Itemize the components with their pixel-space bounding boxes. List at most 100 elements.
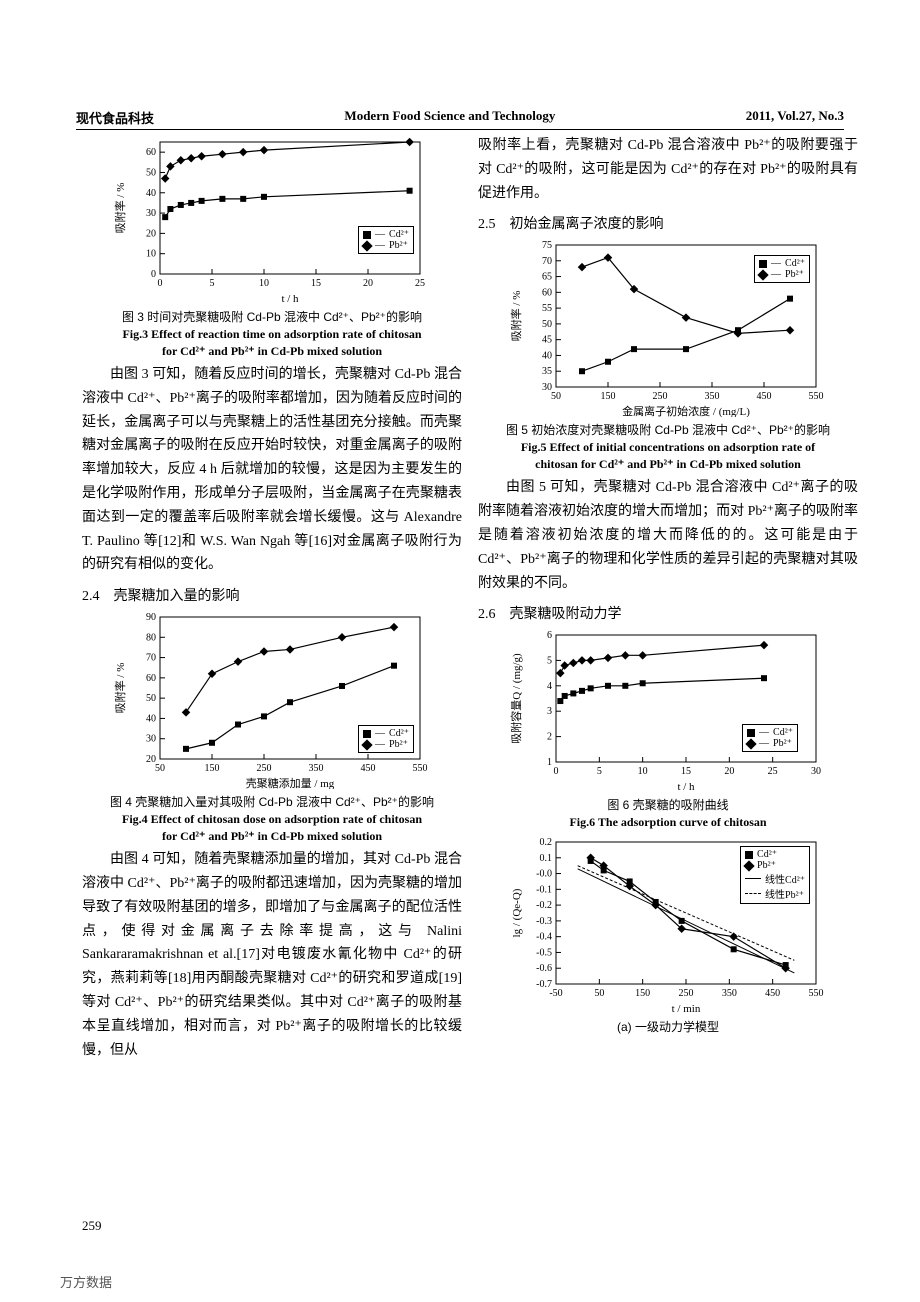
svg-text:250: 250 xyxy=(257,763,272,774)
sec-2-4: 2.4 壳聚糖加入量的影响 xyxy=(82,585,462,605)
svg-text:40: 40 xyxy=(146,188,156,199)
svg-text:-0.4: -0.4 xyxy=(536,932,552,943)
svg-text:450: 450 xyxy=(361,763,376,774)
svg-text:80: 80 xyxy=(146,632,156,643)
svg-text:t / h: t / h xyxy=(677,781,695,792)
svg-text:550: 550 xyxy=(809,391,824,402)
svg-text:30: 30 xyxy=(542,382,552,393)
svg-text:50: 50 xyxy=(146,167,156,178)
svg-text:60: 60 xyxy=(146,673,156,684)
svg-text:40: 40 xyxy=(542,351,552,362)
svg-text:t / min: t / min xyxy=(672,1003,701,1014)
svg-text:55: 55 xyxy=(542,304,552,315)
svg-text:90: 90 xyxy=(146,612,156,623)
svg-text:5: 5 xyxy=(597,766,602,777)
fig3-caption-cn: 图 3 时间对壳聚糖吸附 Cd-Pb 混液中 Cd²⁺、Pb²⁺的影响 xyxy=(82,308,462,325)
svg-text:250: 250 xyxy=(679,988,694,999)
page-number: 259 xyxy=(82,1218,102,1234)
fig6-chart: 051015202530123456t / h吸附容量Q / (mg/g)—Cd… xyxy=(508,627,828,792)
para-fig4: 由图 4 可知，随着壳聚糖添加量的增加，其对 Cd-Pb 混合溶液中 Cd²⁺、… xyxy=(82,848,462,1062)
para-fig3: 由图 3 可知，随着反应时间的增长，壳聚糖对 Cd-Pb 混合溶液中 Cd²⁺、… xyxy=(82,363,462,577)
svg-text:-0.6: -0.6 xyxy=(536,964,552,975)
svg-text:吸附率 / %: 吸附率 / % xyxy=(113,183,127,234)
svg-text:6: 6 xyxy=(547,630,552,641)
svg-text:20: 20 xyxy=(146,228,156,239)
fig3-caption-en1: Fig.3 Effect of reaction time on adsorpt… xyxy=(82,327,462,342)
svg-text:10: 10 xyxy=(146,249,156,260)
journal-cn: 现代食品科技 xyxy=(76,108,154,127)
fig4-caption-cn: 图 4 壳聚糖加入量对其吸附 Cd-Pb 混液中 Cd²⁺、Pb²⁺的影响 xyxy=(82,793,462,810)
svg-text:1: 1 xyxy=(547,757,552,768)
svg-text:30: 30 xyxy=(811,766,821,777)
svg-text:50: 50 xyxy=(146,693,156,704)
svg-text:5: 5 xyxy=(547,656,552,667)
svg-text:30: 30 xyxy=(146,208,156,219)
fig4-chart: 501502503504505502030405060708090壳聚糖添加量 … xyxy=(112,609,432,789)
svg-text:-0.1: -0.1 xyxy=(536,885,552,896)
sec-2-6: 2.6 壳聚糖吸附动力学 xyxy=(478,603,858,623)
svg-text:-0.0: -0.0 xyxy=(536,869,552,880)
fig5-chart: 5015025035045055030354045505560657075金属离… xyxy=(508,237,828,417)
svg-text:70: 70 xyxy=(542,256,552,267)
svg-text:150: 150 xyxy=(601,391,616,402)
svg-text:t / h: t / h xyxy=(281,293,299,304)
sec-2-5: 2.5 初始金属离子浓度的影响 xyxy=(478,213,858,233)
fig6-caption-en: Fig.6 The adsorption curve of chitosan xyxy=(478,815,858,830)
fig3-caption-en2: for Cd²⁺ and Pb²⁺ in Cd-Pb mixed solutio… xyxy=(82,344,462,359)
svg-text:吸附率 / %: 吸附率 / % xyxy=(113,663,127,714)
svg-text:60: 60 xyxy=(542,288,552,299)
svg-text:45: 45 xyxy=(542,335,552,346)
svg-text:15: 15 xyxy=(681,766,691,777)
legend: —Cd²⁺—Pb²⁺ xyxy=(358,226,414,254)
svg-text:-0.7: -0.7 xyxy=(536,979,552,990)
svg-text:0: 0 xyxy=(554,766,559,777)
svg-text:450: 450 xyxy=(757,391,772,402)
svg-text:吸附容量Q / (mg/g): 吸附容量Q / (mg/g) xyxy=(509,653,523,744)
svg-text:0.1: 0.1 xyxy=(540,853,553,864)
para-fig5: 由图 5 可知，壳聚糖对 Cd-Pb 混合溶液中 Cd²⁺离子的吸附率随着溶液初… xyxy=(478,476,858,595)
legend: —Cd²⁺—Pb²⁺ xyxy=(742,724,798,752)
svg-text:-0.5: -0.5 xyxy=(536,948,552,959)
svg-text:60: 60 xyxy=(146,147,156,158)
svg-text:-0.3: -0.3 xyxy=(536,916,552,927)
svg-text:40: 40 xyxy=(146,714,156,725)
svg-text:壳聚糖添加量 / mg: 壳聚糖添加量 / mg xyxy=(246,776,335,789)
svg-text:0: 0 xyxy=(158,278,163,289)
database-mark: 万方数据 xyxy=(60,1272,112,1291)
left-column: 05101520250102030405060t / h吸附率 / %—Cd²⁺… xyxy=(82,130,462,1066)
svg-text:-0.2: -0.2 xyxy=(536,900,552,911)
svg-text:10: 10 xyxy=(638,766,648,777)
fig4-caption-en1: Fig.4 Effect of chitosan dose on adsorpt… xyxy=(82,812,462,827)
fig5-caption-cn: 图 5 初始浓度对壳聚糖吸附 Cd-Pb 混液中 Cd²⁺、Pb²⁺的影响 xyxy=(478,421,858,438)
issue: 2011, Vol.27, No.3 xyxy=(746,108,844,127)
right-column: 吸附率上看，壳聚糖对 Cd-Pb 混合溶液中 Pb²⁺的吸附要强于对 Cd²⁺的… xyxy=(478,130,858,1035)
svg-text:35: 35 xyxy=(542,367,552,378)
svg-text:450: 450 xyxy=(765,988,780,999)
svg-text:25: 25 xyxy=(415,278,425,289)
legend: —Cd²⁺—Pb²⁺ xyxy=(358,725,414,753)
svg-text:50: 50 xyxy=(594,988,604,999)
para-top-right: 吸附率上看，壳聚糖对 Cd-Pb 混合溶液中 Pb²⁺的吸附要强于对 Cd²⁺的… xyxy=(478,134,858,205)
svg-text:20: 20 xyxy=(724,766,734,777)
fig5-caption-en2: chitosan for Cd²⁺ and Pb²⁺ in Cd-Pb mixe… xyxy=(478,457,858,472)
svg-text:3: 3 xyxy=(547,707,552,718)
svg-text:金属离子初始浓度 / (mg/L): 金属离子初始浓度 / (mg/L) xyxy=(622,404,750,417)
svg-text:350: 350 xyxy=(705,391,720,402)
legend: —Cd²⁺—Pb²⁺ xyxy=(754,255,810,283)
svg-text:70: 70 xyxy=(146,653,156,664)
fig5-caption-en1: Fig.5 Effect of initial concentrations o… xyxy=(478,440,858,455)
svg-text:10: 10 xyxy=(259,278,269,289)
fig7a-sub: (a) 一级动力学模型 xyxy=(478,1018,858,1035)
svg-text:30: 30 xyxy=(146,734,156,745)
fig7a-chart: -5050150250350450550-0.7-0.6-0.5-0.4-0.3… xyxy=(508,834,828,1014)
page-header: 现代食品科技 Modern Food Science and Technolog… xyxy=(76,108,844,130)
page: 现代食品科技 Modern Food Science and Technolog… xyxy=(0,0,920,1302)
svg-text:550: 550 xyxy=(413,763,428,774)
svg-text:65: 65 xyxy=(542,272,552,283)
svg-text:2: 2 xyxy=(547,732,552,743)
fig4-caption-en2: for Cd²⁺ and Pb²⁺ in Cd-Pb mixed solutio… xyxy=(82,829,462,844)
fig3-chart: 05101520250102030405060t / h吸附率 / %—Cd²⁺… xyxy=(112,134,432,304)
svg-text:lg / (Qe-Q): lg / (Qe-Q) xyxy=(511,889,523,938)
svg-text:20: 20 xyxy=(363,278,373,289)
svg-text:350: 350 xyxy=(309,763,324,774)
